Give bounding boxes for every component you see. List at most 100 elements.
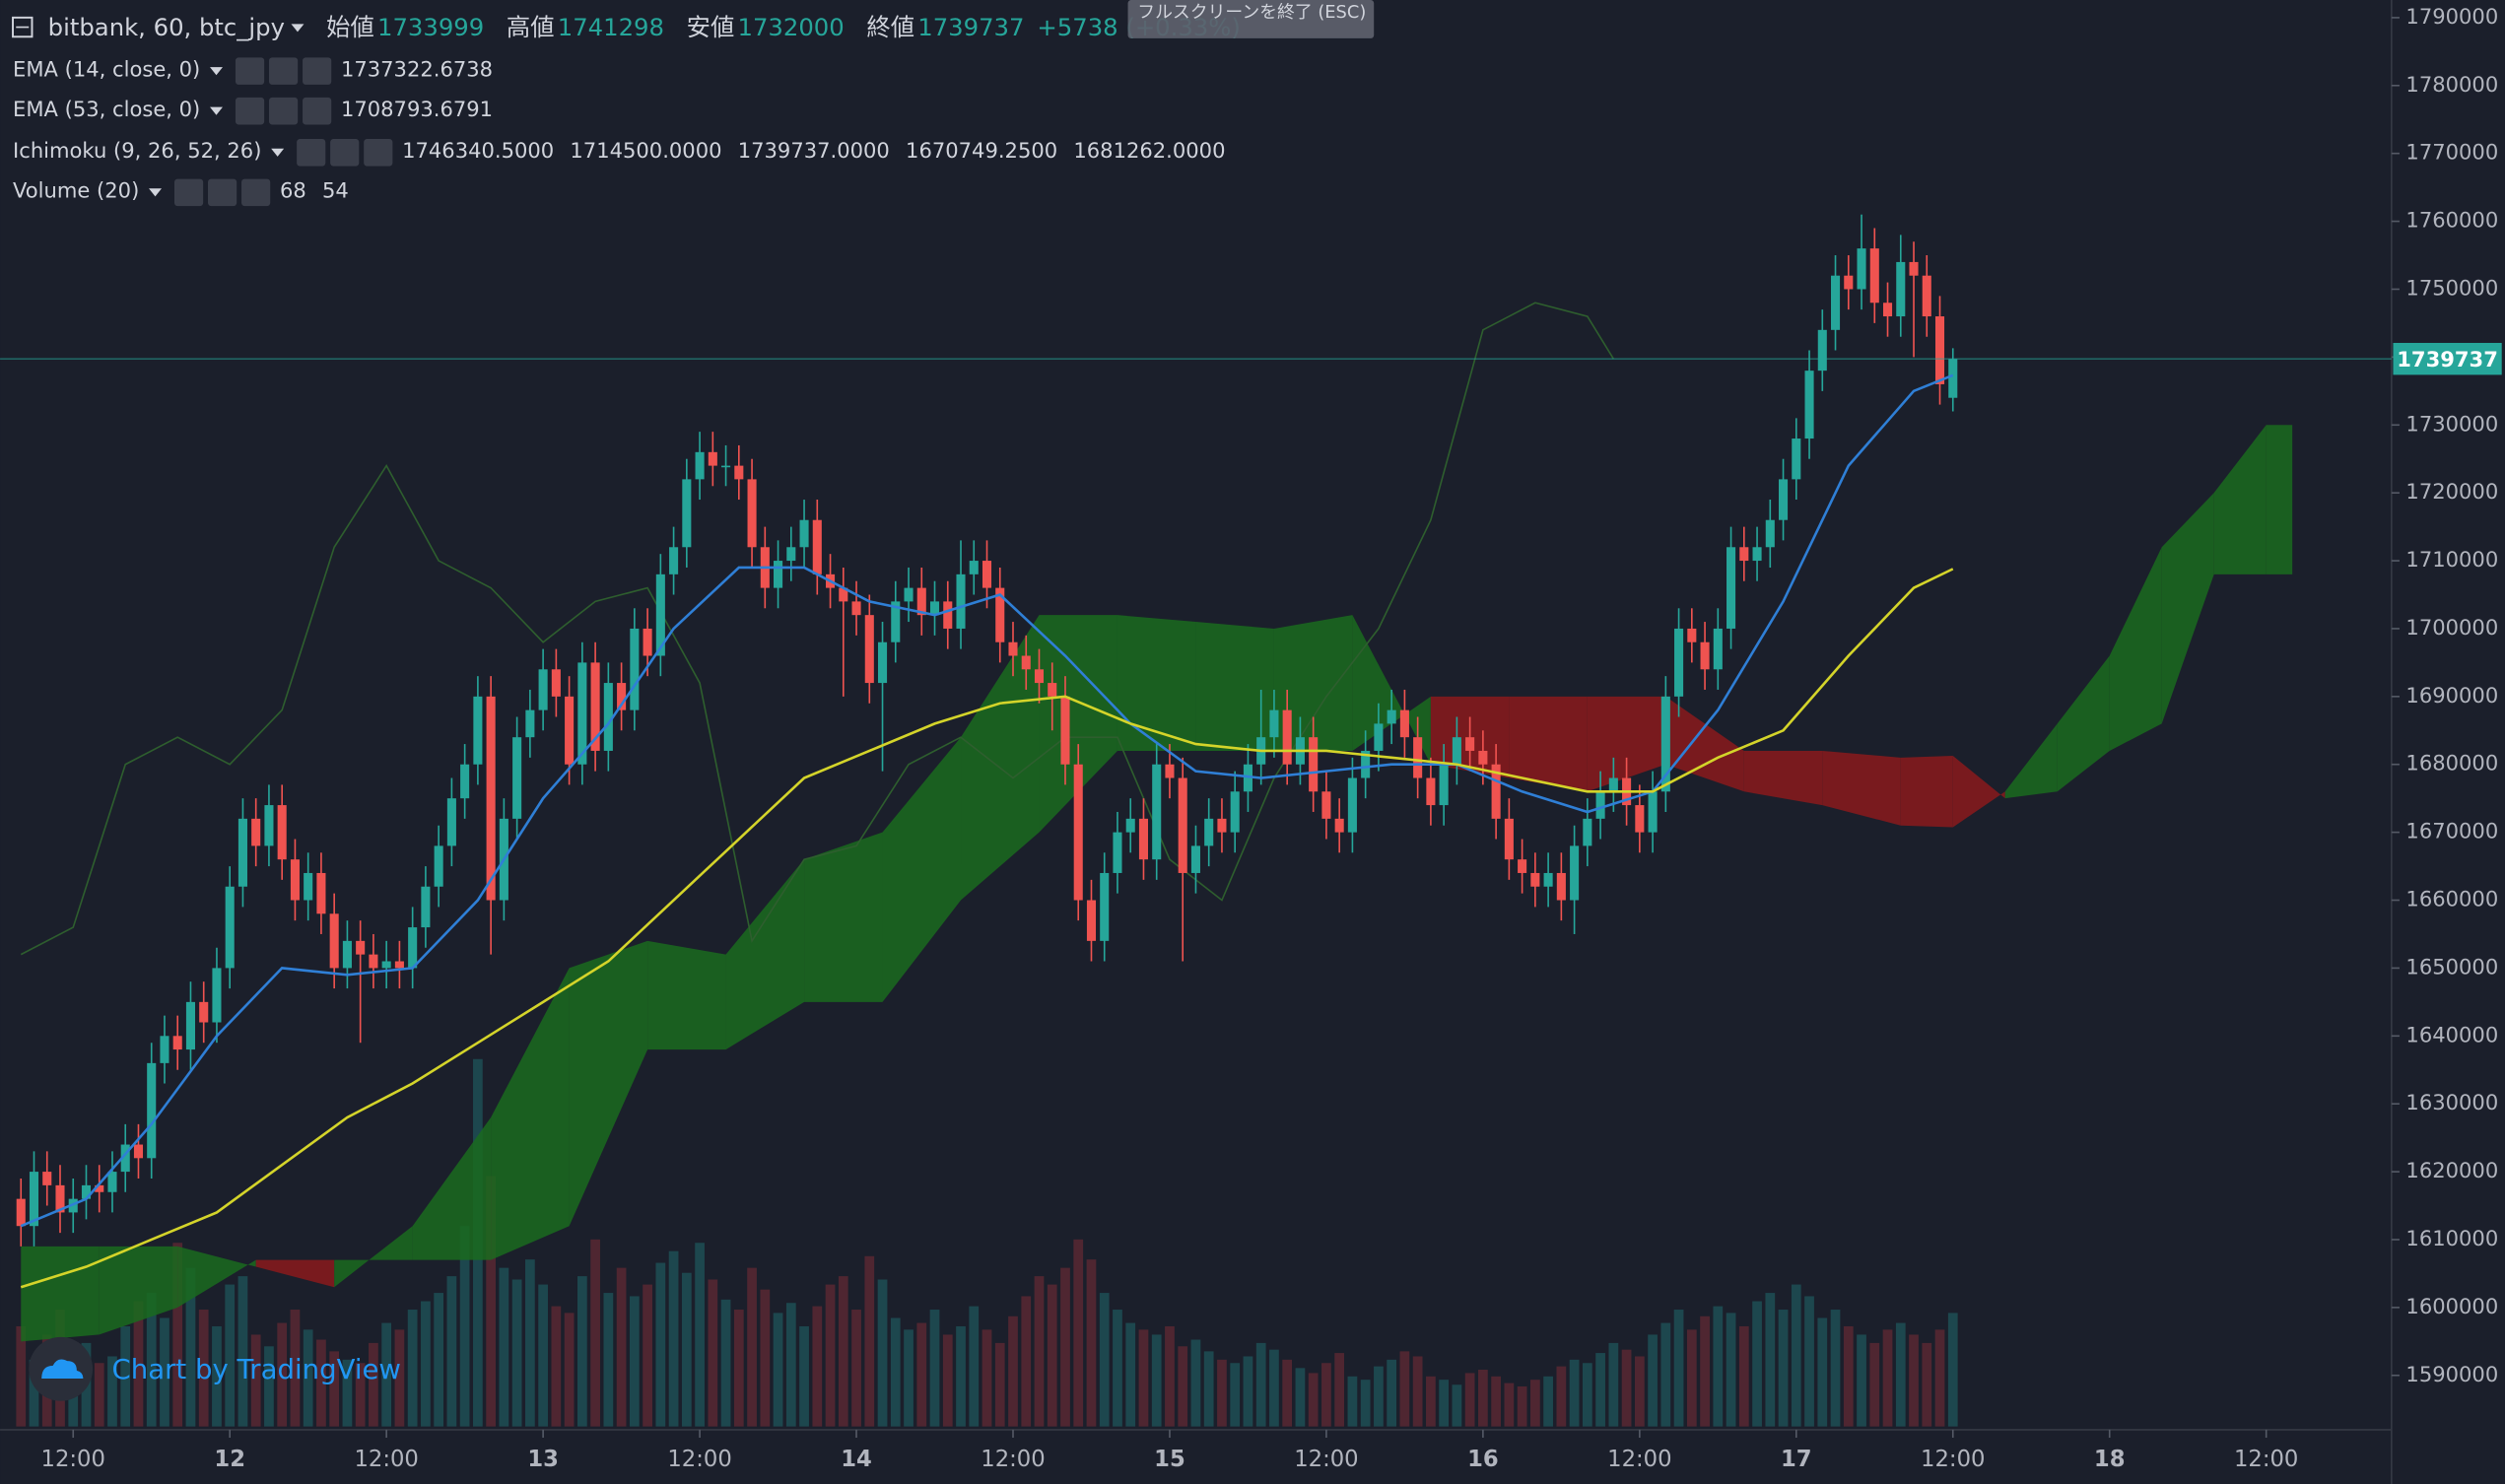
- y-tick-label: 1650000: [2405, 954, 2498, 978]
- indicator-button[interactable]: [173, 178, 204, 207]
- collapse-icon[interactable]: [12, 16, 34, 38]
- volume-bar: [1374, 1366, 1384, 1427]
- indicator-dropdown[interactable]: [149, 188, 163, 197]
- x-tick-label: 12:00: [354, 1447, 418, 1472]
- y-tick-label: 1620000: [2405, 1158, 2498, 1182]
- candle-body: [29, 1172, 39, 1227]
- y-tick-label: 1680000: [2405, 751, 2498, 776]
- ohlc-label: 高値: [507, 13, 555, 41]
- volume-bar: [994, 1342, 1005, 1427]
- indicator-button[interactable]: [297, 139, 326, 167]
- candle-body: [877, 641, 888, 684]
- volume-bar: [1099, 1293, 1110, 1427]
- candle-body: [1452, 737, 1461, 765]
- volume-bar: [1243, 1356, 1253, 1427]
- candle-body: [486, 696, 496, 901]
- candle-body: [1857, 248, 1866, 290]
- candle-body: [1660, 696, 1670, 792]
- indicator-name: Volume (20): [13, 178, 139, 203]
- indicator-dropdown[interactable]: [271, 148, 285, 157]
- candle-body: [1518, 859, 1527, 873]
- volume-bar: [1426, 1376, 1436, 1427]
- ichimoku-cloud: [177, 1246, 256, 1308]
- candle-body: [1282, 709, 1292, 765]
- y-tick-label: 1670000: [2405, 819, 2498, 843]
- indicator-button[interactable]: [235, 97, 265, 125]
- candle-body: [839, 587, 848, 602]
- candle-body: [394, 961, 404, 969]
- volume-bar: [250, 1334, 261, 1427]
- y-tick-label: 1760000: [2405, 208, 2498, 233]
- y-tick-label: 1610000: [2405, 1226, 2498, 1250]
- ohlc-label: 終値: [866, 13, 914, 41]
- volume-bar: [616, 1267, 627, 1427]
- candle-body: [655, 573, 665, 656]
- volume-bar: [720, 1299, 731, 1427]
- volume-bar: [355, 1363, 366, 1427]
- candle-body: [577, 662, 587, 765]
- ichimoku-cloud: [2266, 425, 2293, 574]
- volume-bar: [643, 1284, 652, 1427]
- volume-bar: [1491, 1376, 1501, 1427]
- volume-bar: [1334, 1353, 1345, 1427]
- volume-bar: [1634, 1356, 1645, 1427]
- candle-body: [408, 927, 418, 969]
- ichimoku-cloud: [2161, 493, 2214, 724]
- candle-body: [342, 940, 352, 969]
- tooltip-text: フルスクリーンを終了 (ESC): [1137, 2, 1366, 23]
- x-tick-label: 14: [841, 1447, 872, 1472]
- candle-body: [1726, 547, 1736, 629]
- candle-body: [812, 519, 822, 574]
- volume-bar: [264, 1346, 274, 1427]
- indicator-button[interactable]: [364, 139, 393, 167]
- volume-bar: [916, 1322, 927, 1427]
- volume-bar: [942, 1334, 953, 1427]
- ohlc-label: 始値: [326, 13, 374, 41]
- indicator-dropdown[interactable]: [210, 67, 223, 76]
- y-tick-label: 1600000: [2405, 1294, 2498, 1318]
- volume-bar: [1882, 1329, 1893, 1427]
- volume-bar: [760, 1289, 771, 1427]
- indicator-button[interactable]: [241, 178, 271, 207]
- volume-bar: [864, 1255, 875, 1427]
- volume-bar: [394, 1329, 405, 1427]
- volume-bar: [1217, 1359, 1227, 1427]
- volume-bar: [1686, 1329, 1697, 1427]
- indicator-value: 1746340.5000: [402, 138, 554, 163]
- ichimoku-cloud: [21, 1246, 100, 1342]
- volume-bar: [1047, 1284, 1057, 1427]
- indicator-button[interactable]: [330, 139, 360, 167]
- volume-bar: [1569, 1359, 1580, 1427]
- candle-body: [747, 479, 757, 548]
- volume-bar: [434, 1293, 444, 1427]
- candle-body: [1243, 764, 1252, 792]
- ichimoku-cloud: [255, 1259, 335, 1288]
- indicator-button[interactable]: [208, 178, 237, 207]
- candle-body: [1830, 275, 1841, 330]
- candle-body: [1008, 641, 1018, 656]
- indicator-dropdown[interactable]: [210, 106, 223, 115]
- volume-bar: [1387, 1359, 1397, 1427]
- candle-body: [446, 798, 456, 846]
- volume-bar: [1517, 1385, 1527, 1427]
- ohlc-label: 安値: [687, 13, 735, 41]
- indicator-button[interactable]: [269, 97, 299, 125]
- candle-body: [304, 872, 313, 901]
- indicator-button[interactable]: [235, 57, 265, 85]
- candle-body: [277, 805, 287, 860]
- indicator-button[interactable]: [269, 57, 299, 85]
- candle-body: [1100, 872, 1110, 941]
- ichimoku-cloud: [882, 737, 962, 1002]
- volume-bar: [198, 1310, 209, 1427]
- volume-bar: [1765, 1293, 1776, 1427]
- volume-bar: [590, 1239, 600, 1427]
- candle-body: [1034, 669, 1045, 684]
- candle-body: [225, 886, 235, 969]
- volume-bar: [1738, 1325, 1749, 1427]
- ichimoku-cloud: [961, 615, 1040, 901]
- y-tick-label: 1770000: [2405, 140, 2498, 165]
- indicator-button[interactable]: [303, 57, 332, 85]
- candle-body: [1922, 275, 1931, 317]
- title-dropdown[interactable]: [291, 24, 305, 33]
- indicator-button[interactable]: [303, 97, 332, 125]
